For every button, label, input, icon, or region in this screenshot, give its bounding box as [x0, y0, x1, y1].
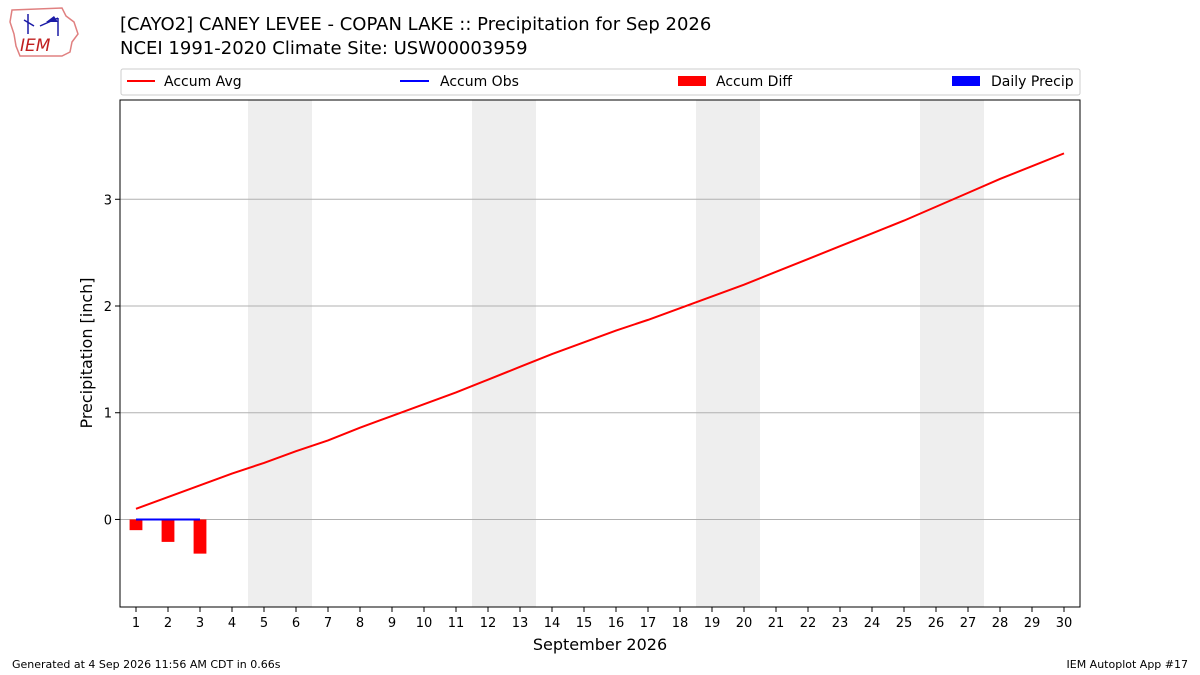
- x-tick-label: 12: [480, 616, 497, 631]
- x-tick-label: 20: [736, 616, 753, 631]
- x-tick-label: 11: [448, 616, 465, 631]
- x-axis-ticks: 1 2 3 4 5 6 7 8 9 10 11 12 13 14 15 16 17 18 19 20 21 22 23 24 2…: [132, 607, 1072, 631]
- gridlines: [120, 198, 1080, 520]
- plot-frame: [119, 99, 1081, 608]
- legend-swatch-accum-diff: [678, 76, 706, 86]
- x-tick-label: 18: [672, 616, 689, 631]
- y-tick-label: 2: [104, 300, 112, 315]
- legend-label-accum-obs: Accum Obs: [440, 74, 519, 90]
- x-tick-label: 22: [800, 616, 817, 631]
- x-tick-label: 10: [416, 616, 433, 631]
- x-tick-label: 21: [768, 616, 785, 631]
- y-tick-label: 0: [104, 513, 112, 528]
- x-tick-label: 16: [608, 616, 625, 631]
- x-tick-label: 6: [292, 616, 300, 631]
- legend-label-accum-avg: Accum Avg: [164, 74, 242, 90]
- y-axis-label: Precipitation [inch]: [77, 277, 96, 428]
- legend-label-daily-precip: Daily Precip: [991, 74, 1074, 90]
- x-tick-label: 24: [864, 616, 881, 631]
- accum-diff-bar: [129, 519, 143, 531]
- accum-diff-bar: [193, 519, 207, 554]
- x-tick-label: 23: [832, 616, 849, 631]
- x-tick-label: 29: [1024, 616, 1041, 631]
- chart-title-line2: NCEI 1991-2020 Climate Site: USW00003959: [120, 38, 528, 59]
- x-tick-label: 2: [164, 616, 172, 631]
- x-axis-label: September 2026: [533, 635, 667, 654]
- y-tick-label: 1: [104, 407, 112, 422]
- x-tick-label: 30: [1056, 616, 1073, 631]
- x-tick-label: 19: [704, 616, 721, 631]
- logo-text: IEM: [20, 36, 51, 56]
- legend-label-accum-diff: Accum Diff: [716, 74, 792, 90]
- x-tick-label: 4: [228, 616, 236, 631]
- weekend-band: [248, 100, 312, 607]
- chart-title-line1: [CAYO2] CANEY LEVEE - COPAN LAKE :: Prec…: [120, 14, 711, 35]
- x-tick-label: 1: [132, 616, 140, 631]
- accum-avg-line: [135, 152, 1065, 510]
- x-tick-label: 15: [576, 616, 593, 631]
- weekend-shading: [248, 100, 984, 607]
- x-tick-label: 13: [512, 616, 529, 631]
- weekend-band: [696, 100, 760, 607]
- y-tick-label: 3: [104, 193, 112, 208]
- x-tick-label: 28: [992, 616, 1009, 631]
- x-tick-label: 7: [324, 616, 332, 631]
- x-tick-label: 27: [960, 616, 977, 631]
- x-tick-label: 8: [356, 616, 364, 631]
- legend-frame: [120, 68, 1081, 96]
- weekend-band: [920, 100, 984, 607]
- x-tick-label: 5: [260, 616, 268, 631]
- lines: [135, 152, 1065, 521]
- iem-logo: IEM: [9, 7, 79, 57]
- legend: Accum Avg Accum Obs Accum Diff Daily Pre…: [120, 68, 1081, 96]
- x-tick-label: 9: [388, 616, 396, 631]
- legend-swatch-daily-precip: [952, 76, 980, 86]
- accum-diff-bar: [161, 519, 175, 542]
- x-tick-label: 25: [896, 616, 913, 631]
- y-axis-ticks: 0 1 2 3: [104, 193, 120, 528]
- footer-generated-text: Generated at 4 Sep 2026 11:56 AM CDT in …: [12, 658, 281, 671]
- x-tick-label: 26: [928, 616, 945, 631]
- x-tick-label: 17: [640, 616, 657, 631]
- footer-app-text: IEM Autoplot App #17: [1067, 658, 1189, 671]
- bars: [129, 519, 207, 554]
- x-tick-label: 14: [544, 616, 561, 631]
- weekend-band: [472, 100, 536, 607]
- x-tick-label: 3: [196, 616, 204, 631]
